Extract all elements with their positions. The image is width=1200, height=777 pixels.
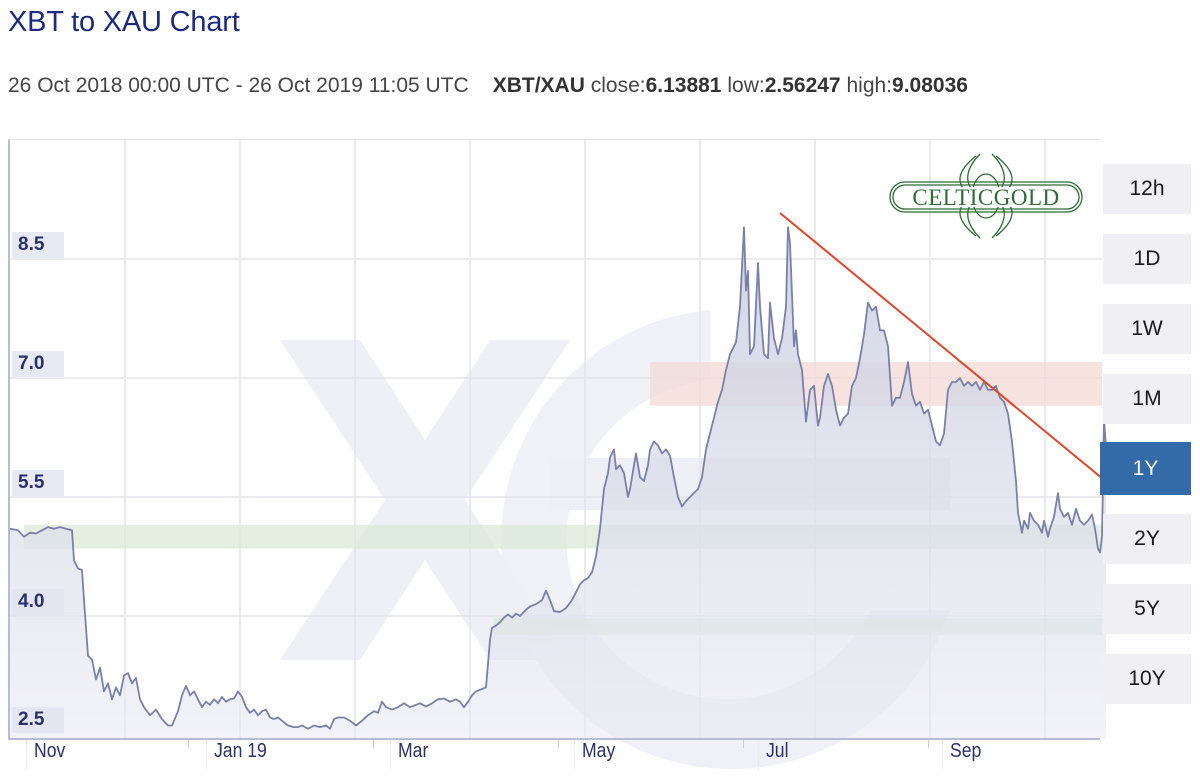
date-range: 26 Oct 2018 00:00 UTC - 26 Oct 2019 11:0… bbox=[8, 74, 469, 97]
x-divider bbox=[26, 740, 27, 770]
chart-area[interactable]: 2.5 4.0 5.5 7.0 8.5 bbox=[8, 139, 1121, 770]
high-label: high: bbox=[846, 74, 893, 97]
x-divider bbox=[390, 740, 391, 770]
page-title: XBT to XAU Chart bbox=[8, 6, 240, 38]
y-tick-label: 2.5 bbox=[12, 707, 64, 733]
x-tick bbox=[743, 740, 744, 748]
range-button-1y[interactable]: 1Y bbox=[1100, 442, 1191, 495]
x-divider bbox=[206, 740, 207, 770]
x-tick-label: Sep bbox=[950, 740, 982, 762]
x-tick bbox=[928, 740, 929, 748]
high-value: 9.08036 bbox=[892, 74, 968, 97]
close-value: 6.13881 bbox=[645, 74, 722, 97]
low-label: low: bbox=[727, 74, 765, 97]
x-axis-line bbox=[8, 738, 1100, 740]
price-line bbox=[9, 226, 1107, 730]
x-divider bbox=[574, 740, 575, 770]
x-tick-label: Jan 19 bbox=[214, 740, 267, 762]
range-button-1d[interactable]: 1D bbox=[1103, 234, 1191, 284]
y-tick-label: 5.5 bbox=[12, 470, 64, 496]
x-axis: Nov Jan 19 Mar May Jul Sep bbox=[8, 738, 1100, 777]
chart-summary: 26 Oct 2018 00:00 UTC - 26 Oct 2019 11:0… bbox=[8, 74, 968, 98]
y-tick-label: 4.0 bbox=[12, 589, 64, 615]
range-button-12h[interactable]: 12h bbox=[1103, 164, 1191, 214]
range-button-1w[interactable]: 1W bbox=[1103, 304, 1191, 354]
price-chart[interactable] bbox=[9, 140, 1121, 770]
x-tick-label: Nov bbox=[34, 740, 66, 762]
x-tick bbox=[373, 740, 374, 748]
x-divider bbox=[758, 740, 759, 770]
x-divider bbox=[942, 740, 943, 770]
y-tick-label: 8.5 bbox=[12, 232, 64, 258]
range-button-1m[interactable]: 1M bbox=[1103, 374, 1191, 424]
x-tick-label: Mar bbox=[398, 740, 429, 762]
range-button-5y[interactable]: 5Y bbox=[1103, 584, 1191, 634]
trend-line bbox=[779, 212, 1121, 494]
logo-text: CELTICGOLD bbox=[912, 185, 1059, 210]
currency-pair: XBT/XAU bbox=[492, 74, 585, 97]
range-button-10y[interactable]: 10Y bbox=[1103, 654, 1191, 704]
x-tick bbox=[558, 740, 559, 748]
low-value: 2.56247 bbox=[764, 74, 841, 97]
x-tick-label: May bbox=[582, 740, 616, 762]
y-tick-label: 7.0 bbox=[12, 351, 64, 377]
x-tick bbox=[188, 740, 189, 748]
price-area-fill bbox=[10, 227, 1106, 740]
range-button-2y[interactable]: 2Y bbox=[1103, 514, 1191, 564]
celticgold-logo: CELTICGOLD bbox=[889, 153, 1083, 239]
x-tick-label: Jul bbox=[766, 740, 789, 762]
close-label: close: bbox=[590, 74, 646, 97]
